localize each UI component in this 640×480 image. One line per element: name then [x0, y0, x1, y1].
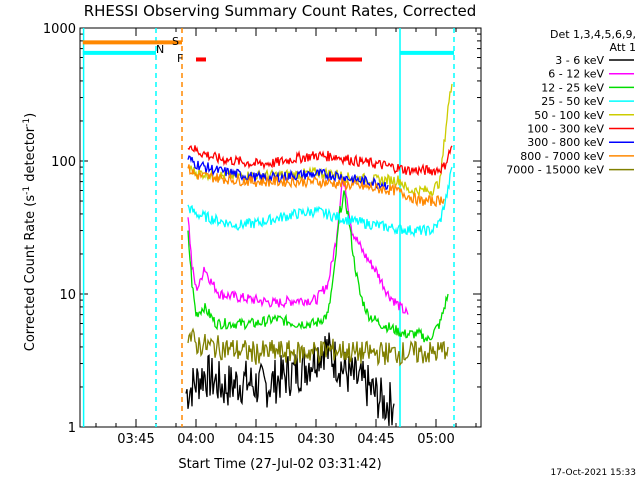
plot-frame [79, 27, 482, 428]
y-axis-label-sup2: -1 [22, 118, 32, 127]
series-line-100-300-kev [187, 145, 453, 177]
legend-label: 50 - 100 keV [534, 109, 604, 122]
x-tick-label: 04:00 [177, 432, 214, 447]
series-line-800-7000-kev [187, 164, 445, 208]
legend-label: 7000 - 15000 keV [506, 164, 604, 177]
legend-label: 300 - 800 keV [527, 136, 604, 149]
x-tick-label: 03:45 [117, 432, 154, 447]
series-line-7000-15000-kev [187, 327, 449, 367]
x-tick-label: 04:30 [297, 432, 334, 447]
legend-label: 800 - 7000 keV [520, 150, 604, 163]
series-line-25-50-kev [187, 166, 453, 238]
y-axis-label: Corrected Count Rate (s-1 detector-1) [22, 113, 38, 351]
flag-indicators [82, 28, 455, 427]
flare-flag-label: F [177, 52, 183, 65]
y-tick-label: 1 [68, 421, 76, 436]
legend-label: 3 - 6 keV [555, 54, 604, 67]
y-axis-label-end: ) [23, 113, 38, 118]
series-line-12-25-kev [187, 190, 449, 343]
x-axis-label: Start Time (27-Jul-02 03:31:42) [178, 457, 381, 472]
y-tick-label: 10 [59, 288, 76, 303]
saa-flag-label: S [172, 35, 179, 48]
y-tick-label: 1000 [43, 22, 76, 37]
legend-label: 12 - 25 keV [541, 81, 604, 94]
footer-timestamp: 17-Oct-2021 15:33 [551, 468, 636, 478]
x-tick-label: 04:15 [237, 432, 274, 447]
series-line-6-12-kev [187, 179, 409, 315]
x-tick-label: 05:00 [417, 432, 454, 447]
series-line-300-800-kev [187, 155, 389, 191]
y-tick-label: 100 [51, 155, 76, 170]
legend-label: 25 - 50 keV [541, 95, 604, 108]
legend-header-line1: Det 1,3,4,5,6,9, [550, 28, 636, 41]
legend-header-line2: Att 1 [610, 41, 636, 54]
y-axis-label-mid: detector [23, 126, 38, 186]
series-lines [185, 83, 453, 426]
chart-title: RHESSI Observing Summary Count Rates, Co… [84, 2, 477, 20]
x-tick-label: 04:45 [357, 432, 394, 447]
night-flag-label: N [156, 43, 164, 56]
series-line-3-6-kev [185, 332, 395, 426]
legend-label: 6 - 12 keV [548, 68, 604, 81]
legend-label: 100 - 300 keV [527, 123, 604, 136]
y-axis-label-main: Corrected Count Rate (s [23, 195, 38, 352]
axis-ticks: 03:45 04:00 04:15 04:30 04:45 05:00 1 10 100 1000 [43, 22, 481, 447]
y-axis-label-sup1: -1 [22, 186, 32, 195]
